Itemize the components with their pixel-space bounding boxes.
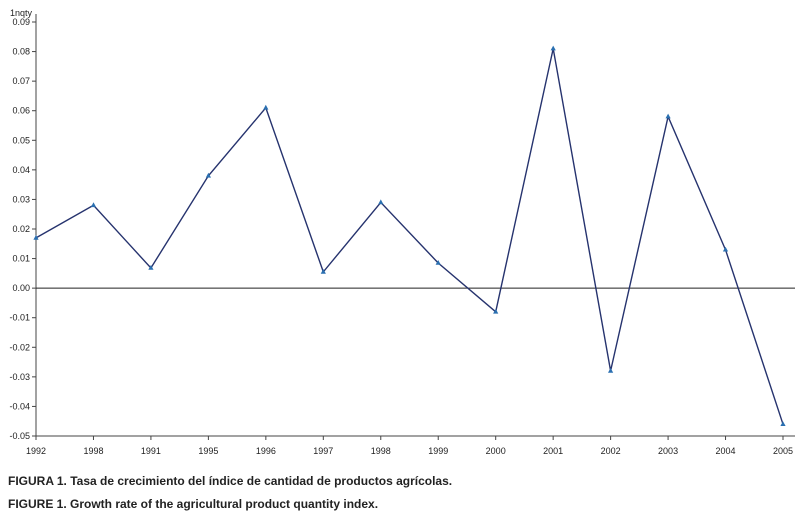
y-tick-label: 0.01 (12, 254, 30, 264)
y-tick-label: 0.00 (12, 283, 30, 293)
y-tick-label: 0.08 (12, 47, 30, 57)
y-axis: 0.09 0.08 0.07 0.06 0.05 0.04 0.03 0.02 0.01 0.00… (9, 14, 37, 441)
y-tick-label: -0.04 (9, 401, 30, 411)
x-tick-label: 2001 (543, 446, 563, 456)
x-tick-label: 1998 (83, 446, 103, 456)
data-point-marker (263, 104, 269, 110)
y-tick-label: 0.07 (12, 76, 30, 86)
data-point-marker (780, 421, 786, 426)
plot-area (33, 45, 795, 426)
data-point-marker (33, 234, 39, 240)
x-tick-label: 1991 (141, 446, 161, 456)
y-tick-label: -0.05 (9, 431, 30, 441)
x-tick-label: 1997 (313, 446, 333, 456)
data-point-marker (722, 246, 729, 252)
series-line (35, 48, 784, 425)
y-tick-label: 0.05 (12, 135, 30, 145)
x-tick-label: 2000 (486, 446, 506, 456)
x-tick-label: 1995 (198, 446, 218, 456)
x-tick-label: 1999 (428, 446, 448, 456)
data-point-marker (90, 202, 97, 208)
data-point-marker (550, 45, 556, 51)
x-tick-label: 1998 (371, 446, 391, 456)
y-tick-label: 0.03 (12, 194, 30, 204)
x-tick-label: 2002 (601, 446, 621, 456)
x-tick-label: 1996 (256, 446, 276, 456)
y-axis-label: 1nqty (10, 8, 33, 18)
data-point-marker (665, 113, 671, 119)
y-tick-label: -0.01 (9, 313, 30, 323)
y-tick-label: 0.04 (12, 165, 30, 175)
x-tick-label: 2005 (773, 446, 793, 456)
x-axis: 1992 1998 1991 1995 1996 1997 1998 1999 2000 2001… (26, 435, 795, 456)
data-point-marker (608, 367, 614, 373)
y-tick-label: 0.06 (12, 106, 30, 116)
figure-caption-english: FIGURE 1. Growth rate of the agricultura… (8, 497, 379, 511)
line-chart: 1nqty 0.090.080.070.060.050.040.030.020.… (9, 8, 795, 456)
data-point-marker (205, 172, 211, 178)
figure-caption-spanish: FIGURA 1. Tasa de crecimiento del índice… (8, 474, 453, 488)
x-tick-label: 2004 (716, 446, 736, 456)
data-point-marker (493, 308, 499, 314)
x-tick-label: 2003 (658, 446, 678, 456)
y-tick-label: -0.03 (9, 372, 30, 382)
y-tick-label: -0.02 (9, 342, 30, 352)
data-point-marker (435, 260, 441, 265)
data-point-marker (148, 265, 154, 270)
y-tick-label: 0.09 (12, 17, 30, 27)
x-tick-label: 1992 (26, 446, 46, 456)
y-tick-label: 0.02 (12, 224, 30, 234)
data-point-marker (320, 268, 326, 274)
data-point-marker (378, 199, 384, 205)
